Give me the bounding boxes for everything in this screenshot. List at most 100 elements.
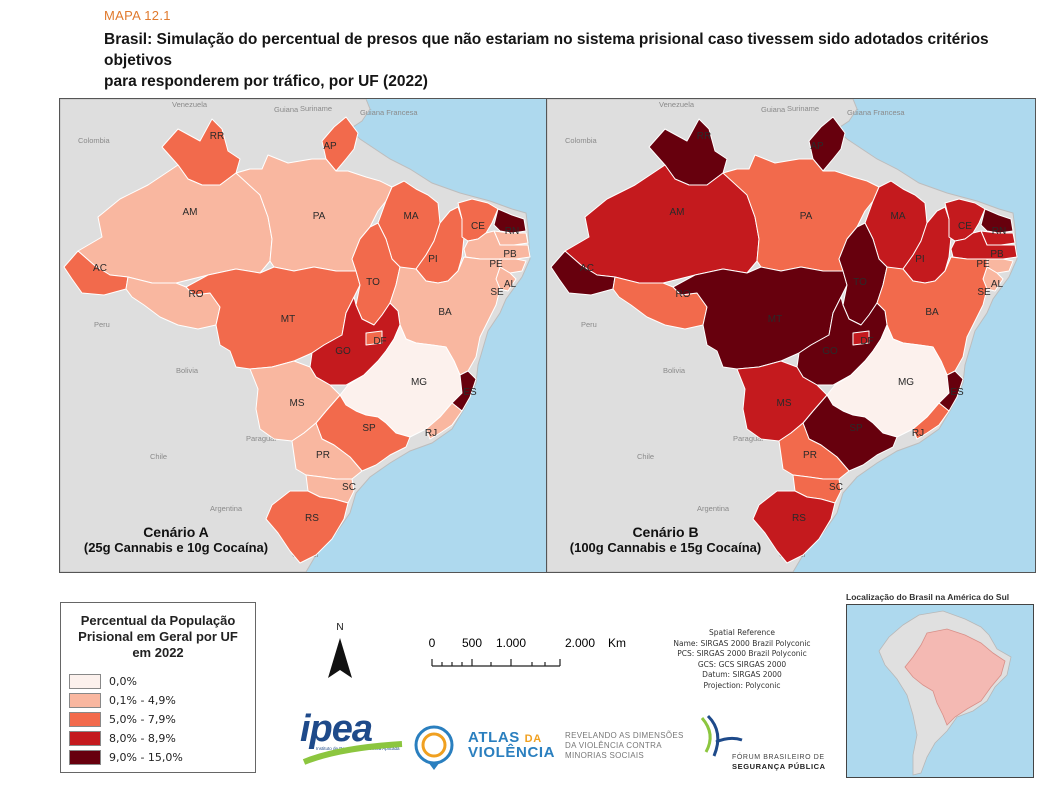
atlas-da: DA [524, 733, 542, 745]
state-label-pb: PB [990, 249, 1004, 260]
state-label-ro: RO [676, 289, 691, 300]
state-label-pb: PB [503, 249, 517, 260]
map-b-svg: Venezuela Guiana Suriname Guiana Francesa Co… [547, 99, 1035, 572]
legend-label: 0,1% - 4,9% [109, 694, 176, 707]
state-label-se: SE [977, 287, 991, 298]
state-pa [235, 154, 393, 272]
atlas-tagline: REVELANDO AS DIMENSÕES DA VIOLÊNCIA CONT… [565, 731, 684, 760]
legend-label: 0,0% [109, 675, 137, 688]
state-rs [752, 490, 836, 564]
inset-map [846, 604, 1034, 778]
state-label-go: GO [335, 346, 351, 357]
state-label-rj: RJ [912, 428, 924, 439]
country-label: Argentina [210, 504, 243, 513]
state-label-es: ES [950, 387, 964, 398]
state-go [796, 296, 888, 386]
inset-title: Localização do Brasil na América do Sul [846, 592, 1010, 602]
fbsp-line2: SEGURANÇA PÚBLICA [732, 762, 826, 771]
state-label-mg: MG [411, 377, 427, 388]
scale-bar: 0 500 1.000 2.000 Km [429, 636, 626, 667]
north-label: N [336, 622, 343, 633]
state-label-mg: MG [898, 377, 914, 388]
atlas-line1: ATLAS [468, 729, 520, 746]
scale-tick-3: 2.000 [565, 636, 595, 650]
state-pa [722, 154, 880, 272]
scenario-a-label: Cenário A [143, 524, 209, 540]
country-label: Suriname [300, 104, 332, 113]
state-label-rn: RN [505, 226, 519, 237]
legend-swatch [69, 693, 101, 708]
legend-label: 5,0% - 7,9% [109, 713, 176, 726]
state-rn [980, 208, 1014, 234]
state-label-sc: SC [829, 482, 843, 493]
state-label-pe: PE [489, 259, 503, 270]
country-label: Peru [581, 320, 597, 329]
state-label-pe: PE [976, 259, 990, 270]
map-number: MAPA 12.1 [104, 8, 171, 23]
state-label-sc: SC [342, 482, 356, 493]
scenario-b-caption: Cenário B (100g Cannabis e 15g Cocaína) [553, 524, 778, 556]
ipea-swoosh-icon [302, 741, 403, 765]
map-scenario-a: Venezuela Guiana Suriname Guiana Francesa Co… [59, 98, 549, 573]
state-label-mt: MT [281, 314, 295, 325]
state-rj [425, 402, 463, 440]
state-label-rj: RJ [425, 428, 437, 439]
state-label-am: AM [183, 207, 198, 218]
country-label: Bolivia [176, 366, 199, 375]
scenario-b-sublabel: (100g Cannabis e 15g Cocaína) [569, 540, 762, 555]
scale-tick-1: 500 [462, 636, 482, 650]
map-a-svg: Venezuela Guiana Suriname Guiana Francesa Co… [60, 99, 548, 572]
state-label-ac: AC [93, 263, 107, 274]
state-label-ba: BA [438, 307, 452, 318]
state-label-pr: PR [803, 450, 817, 461]
spatial-reference: Spatial Reference Name: SIRGAS 2000 Braz… [673, 628, 811, 690]
brazil-highlight [904, 628, 1006, 726]
country-label: Suriname [787, 104, 819, 113]
country-label: Guiana Francesa [360, 108, 418, 117]
scale-tick-0: 0 [429, 636, 436, 650]
state-label-df: DF [373, 336, 386, 347]
legend-item-3: 8,0% - 8,9% [69, 731, 176, 746]
state-es [938, 370, 964, 412]
atlas-line2: VIOLÊNCIA [468, 744, 556, 761]
country-label: Colombia [565, 136, 598, 145]
legend-swatch [69, 712, 101, 727]
scenario-a-caption: Cenário A (25g Cannabis e 10g Cocaína) [66, 524, 286, 556]
state-label-ap: AP [810, 141, 824, 152]
state-label-se: SE [490, 287, 504, 298]
legend-item-4: 9,0% - 15,0% [69, 750, 183, 765]
state-label-ce: CE [958, 221, 972, 232]
state-label-df: DF [860, 336, 873, 347]
state-label-ac: AC [580, 263, 594, 274]
state-label-ms: MS [777, 398, 792, 409]
state-label-to: TO [366, 277, 380, 288]
legend-item-2: 5,0% - 7,9% [69, 712, 176, 727]
state-label-pi: PI [428, 254, 437, 265]
state-df [365, 330, 383, 346]
state-label-ms: MS [290, 398, 305, 409]
scenario-b-label: Cenário B [632, 524, 699, 540]
state-rj [912, 402, 950, 440]
state-label-ma: MA [891, 211, 906, 222]
country-label: Paraguai [246, 434, 276, 443]
state-rn [493, 208, 527, 234]
scale-tick-2: 1.000 [496, 636, 526, 650]
country-label: Peru [94, 320, 110, 329]
state-label-sp: SP [849, 423, 863, 434]
state-go [309, 296, 401, 386]
state-label-rr: RR [210, 131, 224, 142]
state-label-ba: BA [925, 307, 939, 318]
atlas-globe-icon [414, 725, 454, 770]
north-arrow-icon: N [328, 622, 352, 678]
country-label: Colombia [78, 136, 111, 145]
state-label-sp: SP [362, 423, 376, 434]
state-label-rs: RS [792, 513, 806, 524]
legend-item-0: 0,0% [69, 674, 137, 689]
state-label-ma: MA [404, 211, 419, 222]
legend-label: 9,0% - 15,0% [109, 751, 183, 764]
state-df [852, 330, 870, 346]
ipea-wordmark: ipea [300, 708, 373, 750]
state-es [451, 370, 477, 412]
legend-box: Percentual da População Prisional em Ger… [60, 602, 256, 773]
legend-label: 8,0% - 8,9% [109, 732, 176, 745]
